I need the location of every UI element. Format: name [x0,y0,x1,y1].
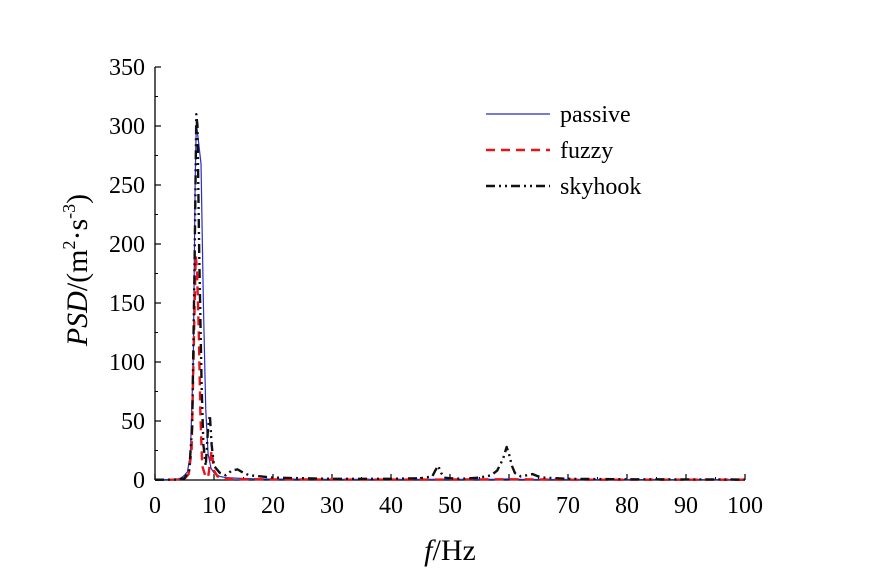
x-tick-label: 10 [202,493,226,519]
x-tick-label: 100 [727,493,763,519]
x-axis-title-rest: /Hz [433,534,476,567]
y-axis-title-italic: PSD [61,291,94,347]
y-axis-title-sup1: 2 [59,241,79,250]
y-tick-label: 150 [109,291,145,317]
y-axis-title: PSD/(m2·s-3) [59,194,94,347]
y-tick-label: 350 [109,55,145,81]
x-axis-title: f/Hz [424,534,476,567]
y-axis-title-end: ) [61,194,94,204]
legend-label-fuzzy: fuzzy [560,138,613,164]
legend-label-passive: passive [560,102,631,128]
x-tick-label: 20 [261,493,285,519]
x-tick-label: 90 [674,493,698,519]
x-tick-label: 60 [497,493,521,519]
x-tick-label: 70 [556,493,580,519]
y-tick-label: 100 [109,350,145,376]
y-tick-label: 300 [109,114,145,140]
y-tick-label: 200 [109,232,145,258]
y-axis-title-rest: /(m [61,250,94,292]
legend-label-skyhook: skyhook [560,174,641,200]
x-tick-label: 50 [438,493,462,519]
series-lines [154,113,746,481]
x-tick-label: 0 [149,493,161,519]
y-tick-label: 0 [133,468,145,494]
x-tick-label: 40 [379,493,403,519]
axes: 0 10 20 30 40 50 60 70 80 90 100 0 50 100 150 200 250 300… [109,55,763,519]
legend: passive fuzzy skyhook [486,102,641,200]
y-tick-label: 50 [121,409,145,435]
series-line-skyhook [154,113,746,481]
x-tick-label: 30 [320,493,344,519]
y-axis-title-sup2: -3 [59,204,79,219]
series-line-fuzzy [154,254,746,481]
y-axis-title-mid: ·s [61,219,94,241]
series-line-passive [154,121,746,481]
x-tick-label: 80 [615,493,639,519]
y-tick-label: 250 [109,173,145,199]
